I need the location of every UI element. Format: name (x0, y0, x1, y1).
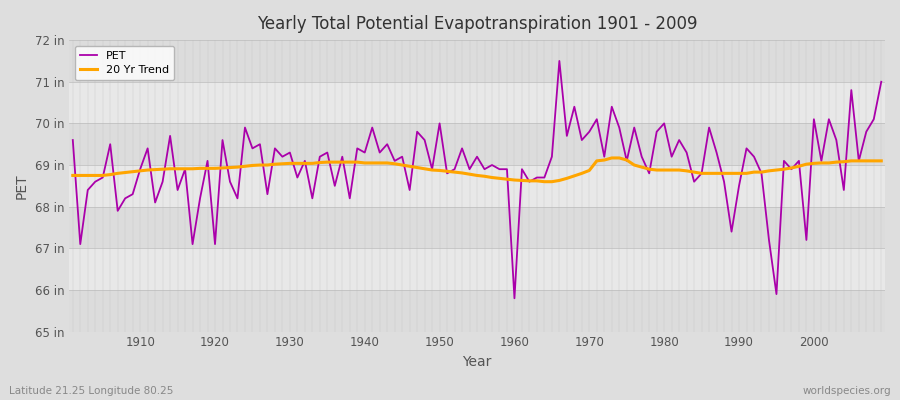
PET (509, 296, 520, 301)
20 Yr Trend (876, 158, 886, 163)
Bar (69, 207, 885, 248)
PET (876, 79, 886, 84)
PET (127, 192, 138, 196)
PET (501, 167, 512, 172)
20 Yr Trend (292, 161, 302, 166)
PET (292, 175, 302, 180)
20 Yr Trend (337, 160, 347, 164)
Bar (69, 40, 885, 82)
Bar (69, 290, 885, 332)
Text: Latitude 21.25 Longitude 80.25: Latitude 21.25 Longitude 80.25 (9, 386, 174, 396)
Y-axis label: PET: PET (15, 173, 29, 199)
Text: worldspecies.org: worldspecies.org (803, 386, 891, 396)
PET (337, 154, 347, 159)
X-axis label: Year: Year (463, 355, 491, 369)
Line: PET: PET (73, 61, 881, 298)
Title: Yearly Total Potential Evapotranspiration 1901 - 2009: Yearly Total Potential Evapotranspiratio… (256, 15, 698, 33)
20 Yr Trend (607, 156, 617, 160)
20 Yr Trend (539, 179, 550, 184)
Line: 20 Yr Trend: 20 Yr Trend (73, 158, 881, 182)
20 Yr Trend (68, 173, 78, 178)
Bar (69, 165, 885, 207)
20 Yr Trend (509, 178, 520, 182)
20 Yr Trend (501, 177, 512, 182)
20 Yr Trend (127, 169, 138, 174)
PET (614, 125, 625, 130)
PET (68, 138, 78, 142)
PET (554, 58, 565, 63)
Legend: PET, 20 Yr Trend: PET, 20 Yr Trend (75, 46, 175, 80)
Bar (69, 248, 885, 290)
20 Yr Trend (614, 156, 625, 160)
Bar (69, 82, 885, 123)
Bar (69, 123, 885, 165)
PET (517, 167, 527, 172)
